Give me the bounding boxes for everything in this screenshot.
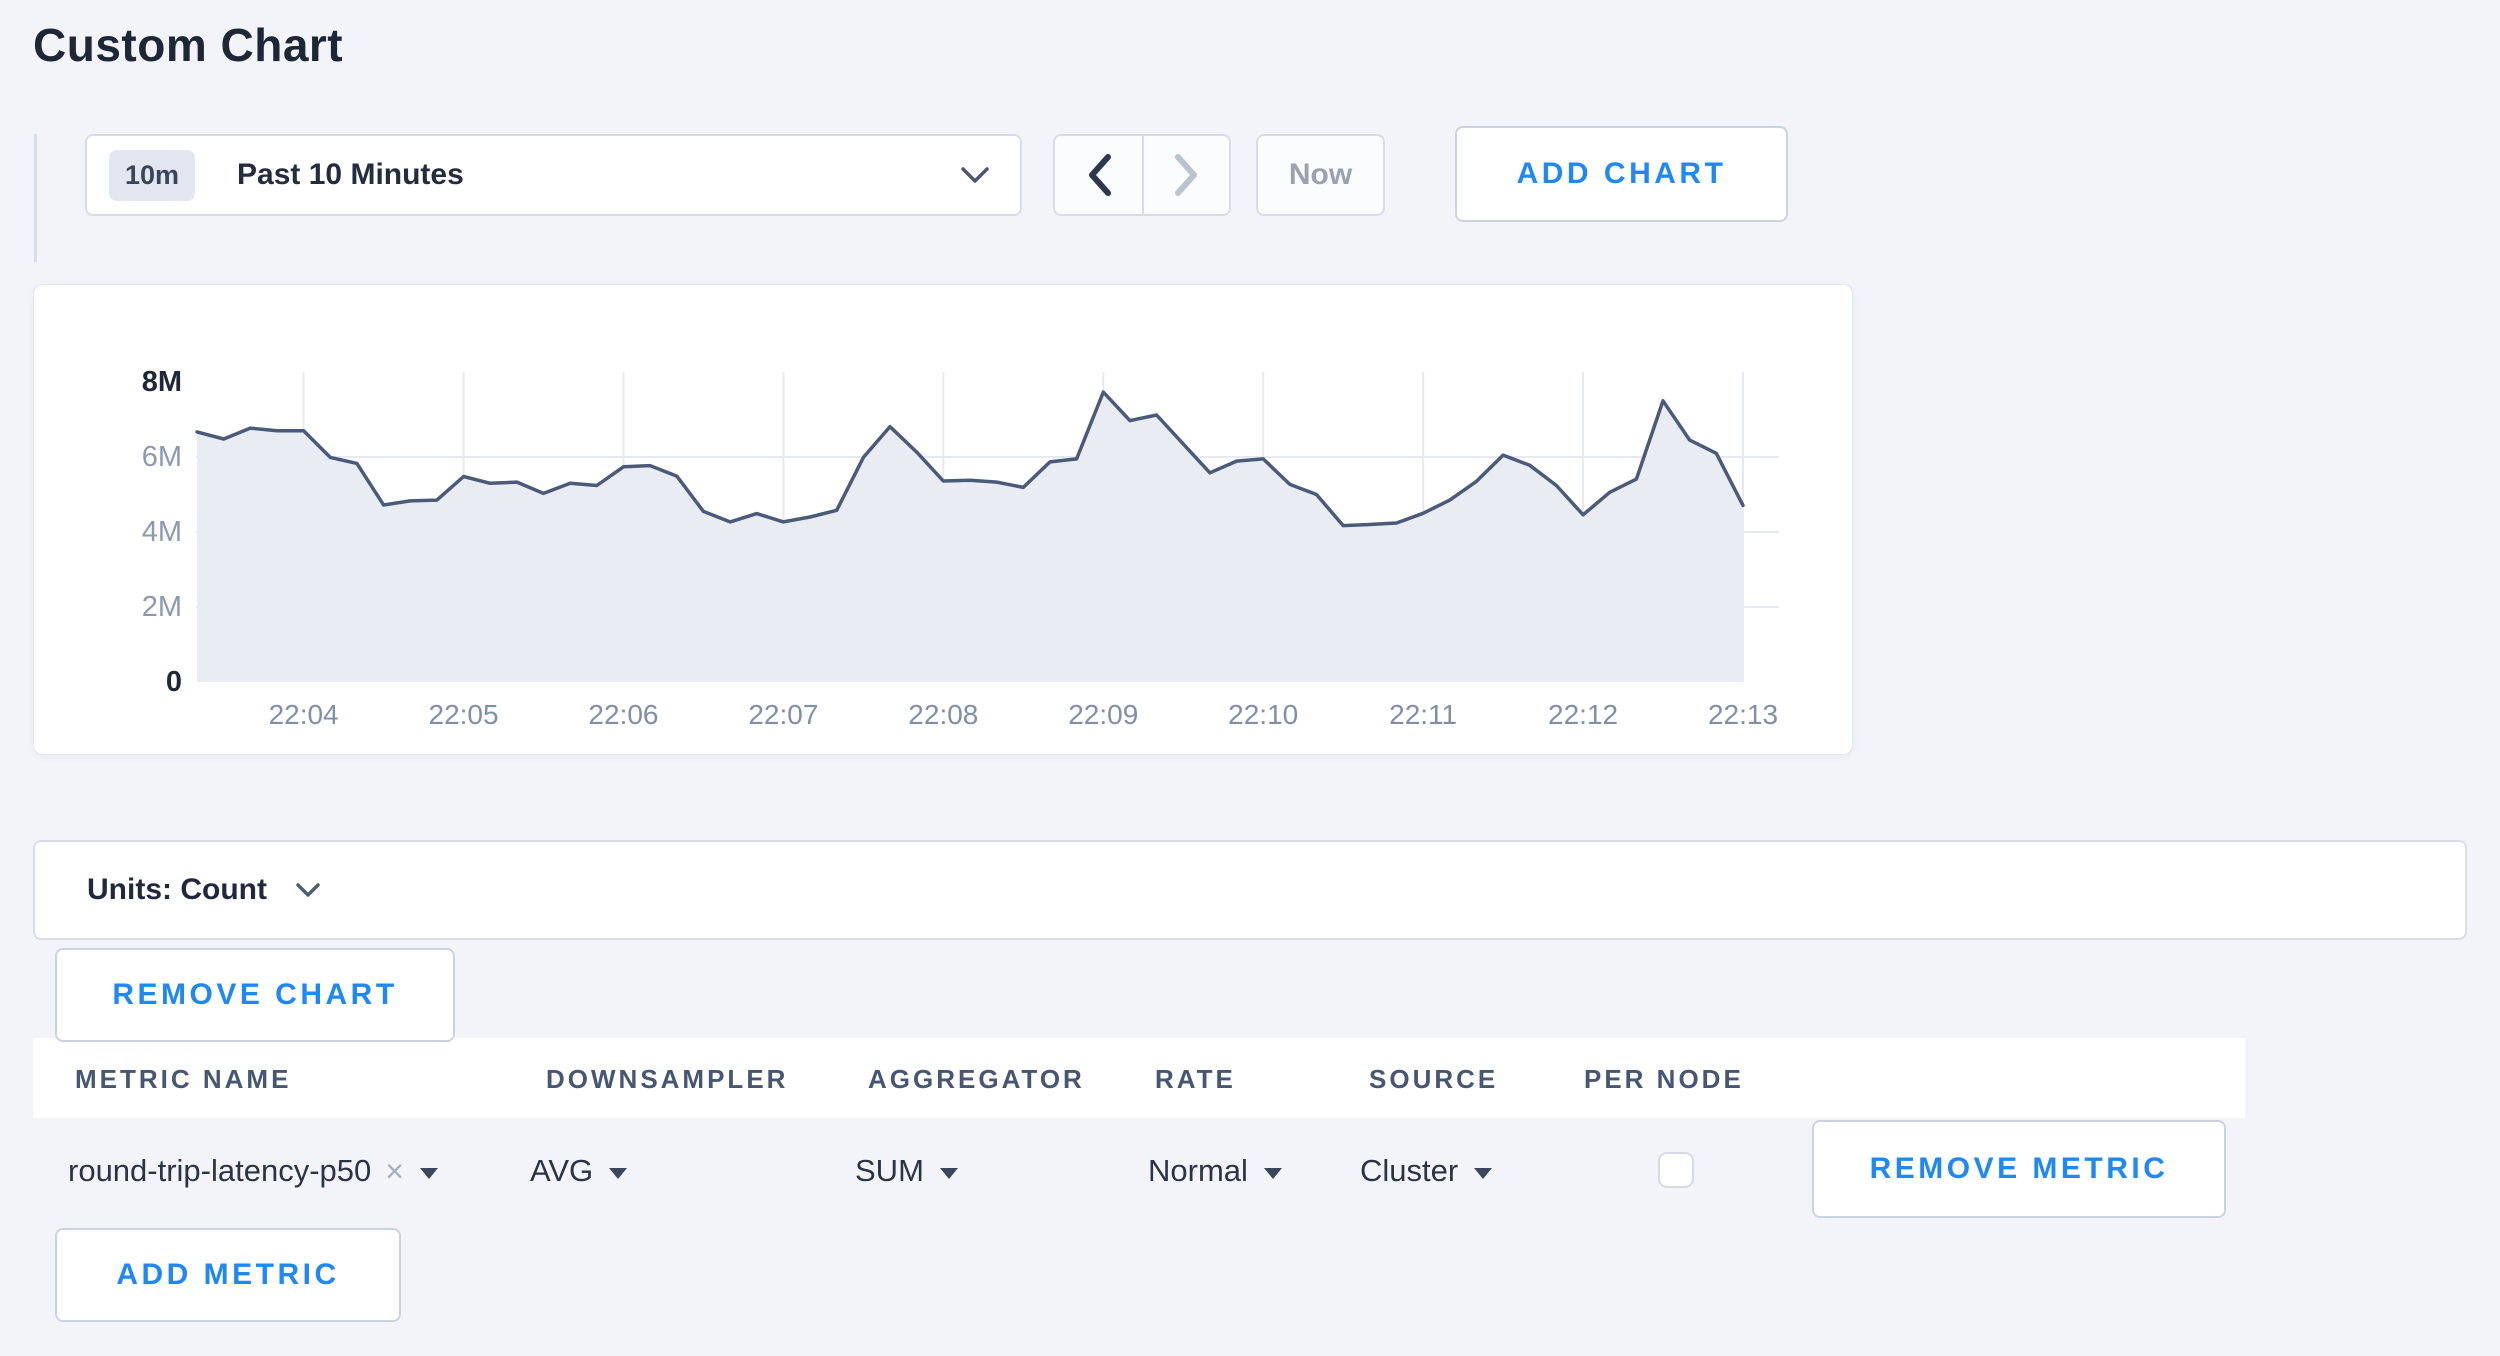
y-tick-label: 6M bbox=[141, 441, 182, 473]
metric-name-value: round-trip-latency-p50 bbox=[68, 1153, 372, 1188]
chevron-right-icon bbox=[1174, 153, 1200, 197]
x-tick-label: 22:11 bbox=[1389, 699, 1458, 730]
y-tick-label: 2M bbox=[141, 591, 182, 623]
remove-metric-button[interactable]: REMOVE METRIC bbox=[1812, 1120, 2226, 1218]
x-tick-label: 22:07 bbox=[748, 699, 819, 730]
source-select[interactable]: Cluster bbox=[1360, 1146, 1493, 1196]
x-tick-label: 22:12 bbox=[1548, 699, 1619, 730]
add-chart-button[interactable]: ADD CHART bbox=[1455, 126, 1788, 222]
col-downsampler: DOWNSAMPLER bbox=[546, 1064, 789, 1094]
y-tick-label: 0 bbox=[165, 666, 182, 698]
caret-down-icon bbox=[419, 1167, 438, 1179]
x-tick-label: 22:04 bbox=[268, 699, 339, 730]
chart-card: 0 2M 4M 6M 8M 22:04 22:05 22:06 22:07 22:08 22:09… bbox=[33, 284, 1853, 755]
col-aggregator: AGGREGATOR bbox=[868, 1064, 1085, 1094]
remove-chart-button[interactable]: REMOVE CHART bbox=[55, 948, 455, 1042]
now-button[interactable]: Now bbox=[1256, 134, 1385, 216]
x-tick-label: 22:09 bbox=[1068, 699, 1139, 730]
step-forward-button[interactable] bbox=[1142, 136, 1229, 214]
remove-tag-icon[interactable]: × bbox=[385, 1152, 404, 1189]
step-back-button[interactable] bbox=[1055, 136, 1142, 214]
x-tick-label: 22:08 bbox=[908, 699, 979, 730]
col-metric-name: METRIC NAME bbox=[75, 1064, 292, 1094]
col-source: SOURCE bbox=[1369, 1064, 1499, 1094]
time-step-group bbox=[1053, 134, 1231, 216]
x-tick-label: 22:06 bbox=[588, 699, 659, 730]
x-tick-label: 22:10 bbox=[1228, 699, 1299, 730]
units-select[interactable]: Units: Count bbox=[33, 840, 2467, 940]
caret-down-icon bbox=[609, 1167, 628, 1179]
per-node-checkbox[interactable] bbox=[1658, 1152, 1694, 1188]
area-chart bbox=[195, 372, 1779, 682]
x-tick-label: 22:13 bbox=[1707, 699, 1779, 730]
y-tick-label: 8M bbox=[141, 366, 182, 398]
chevron-down-icon bbox=[960, 166, 990, 184]
time-window-badge: 10m bbox=[109, 149, 196, 201]
aggregator-value: SUM bbox=[855, 1153, 924, 1188]
downsampler-select[interactable]: AVG bbox=[530, 1146, 628, 1196]
col-rate: RATE bbox=[1155, 1064, 1236, 1094]
rate-select[interactable]: Normal bbox=[1148, 1146, 1282, 1196]
source-value: Cluster bbox=[1360, 1153, 1459, 1188]
page-title: Custom Chart bbox=[33, 19, 344, 71]
toolbar-divider bbox=[34, 134, 37, 262]
add-metric-button[interactable]: ADD METRIC bbox=[55, 1228, 401, 1322]
downsampler-value: AVG bbox=[530, 1153, 594, 1188]
col-per-node: PER NODE bbox=[1584, 1064, 1744, 1094]
y-tick-label: 4M bbox=[141, 516, 182, 548]
caret-down-icon bbox=[1263, 1167, 1282, 1179]
x-tick-label: 22:05 bbox=[428, 699, 499, 730]
aggregator-select[interactable]: SUM bbox=[855, 1146, 958, 1196]
time-range-select[interactable]: 10m Past 10 Minutes bbox=[85, 134, 1022, 216]
time-window-label: Past 10 Minutes bbox=[237, 158, 464, 191]
units-label: Units: Count bbox=[87, 873, 267, 906]
caret-down-icon bbox=[1474, 1167, 1493, 1179]
chevron-left-icon bbox=[1086, 153, 1112, 197]
caret-down-icon bbox=[939, 1167, 958, 1179]
chevron-down-icon bbox=[295, 882, 321, 898]
metric-name-select[interactable]: round-trip-latency-p50 × bbox=[68, 1146, 438, 1196]
rate-value: Normal bbox=[1148, 1153, 1248, 1188]
metrics-table-header bbox=[33, 1038, 2245, 1118]
